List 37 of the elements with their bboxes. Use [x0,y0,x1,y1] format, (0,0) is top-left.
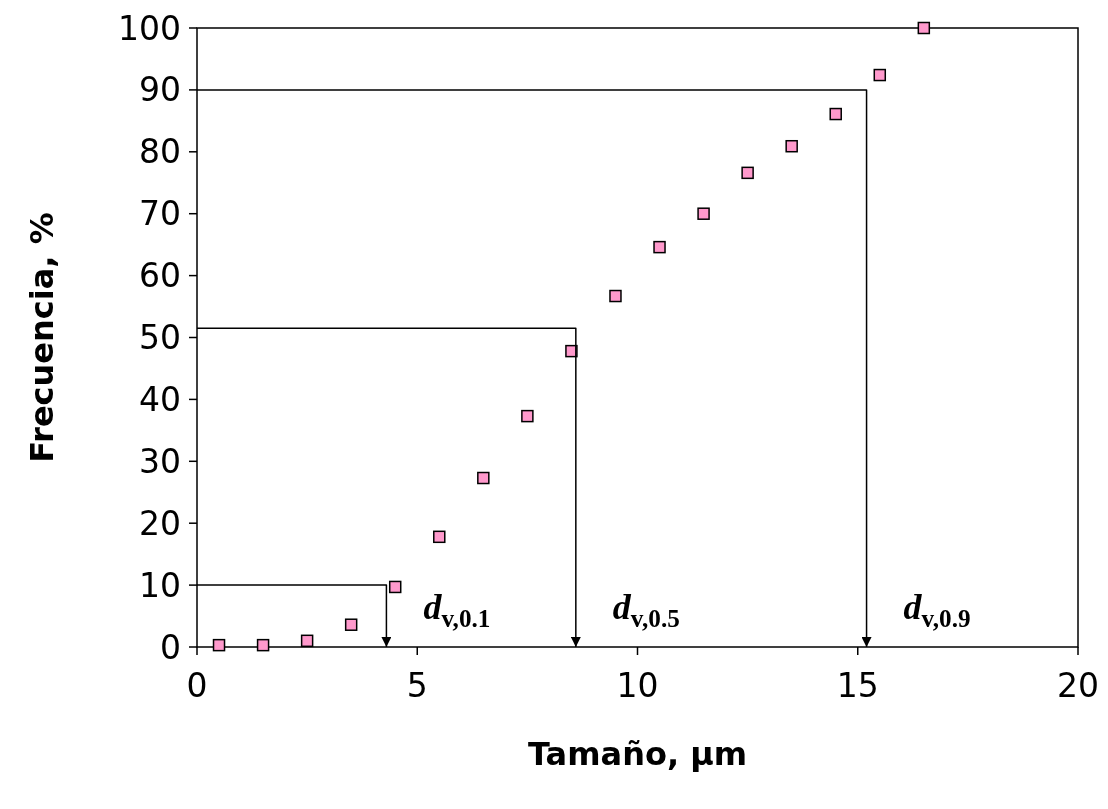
y-tick-label: 60 [139,256,181,296]
point [697,207,710,220]
y-tick-label: 40 [139,379,181,419]
y-tick-label: 30 [139,441,181,481]
x-tick-label: 10 [616,666,659,705]
point [433,530,446,544]
x-tick-label: 0 [186,666,208,705]
annotation: d$_{v,0.1}$ [423,587,491,632]
x-tick-label: 5 [406,666,428,705]
point [917,21,931,35]
y-tick-label: 100 [118,8,181,48]
x-axis-title: Tamaño, μm [527,735,748,773]
point [785,139,798,153]
point [212,638,226,652]
point [653,240,666,254]
point [344,618,358,631]
y-tick-label: 50 [139,318,181,358]
y-tick-label: 10 [139,565,181,605]
point [609,289,622,303]
point [300,634,314,648]
y-tick-label: 70 [139,194,181,234]
point [741,166,754,180]
annotation: d$_{v,0.9}$ [903,587,971,632]
point [388,580,402,594]
point [829,107,842,121]
point [256,638,270,652]
point [477,471,490,485]
annotation: d$_{v,0.5}$ [612,587,680,632]
y-tick-label: 90 [139,70,181,110]
x-tick-label: 20 [1057,666,1099,705]
x-tick-label: 15 [836,666,879,705]
y-tick-label: 20 [139,503,181,543]
y-tick-label: 0 [160,627,181,667]
y-tick-label: 80 [139,132,181,172]
point [873,68,887,82]
y-axis-title: Frecuencia, % [23,212,61,463]
point [521,409,534,423]
